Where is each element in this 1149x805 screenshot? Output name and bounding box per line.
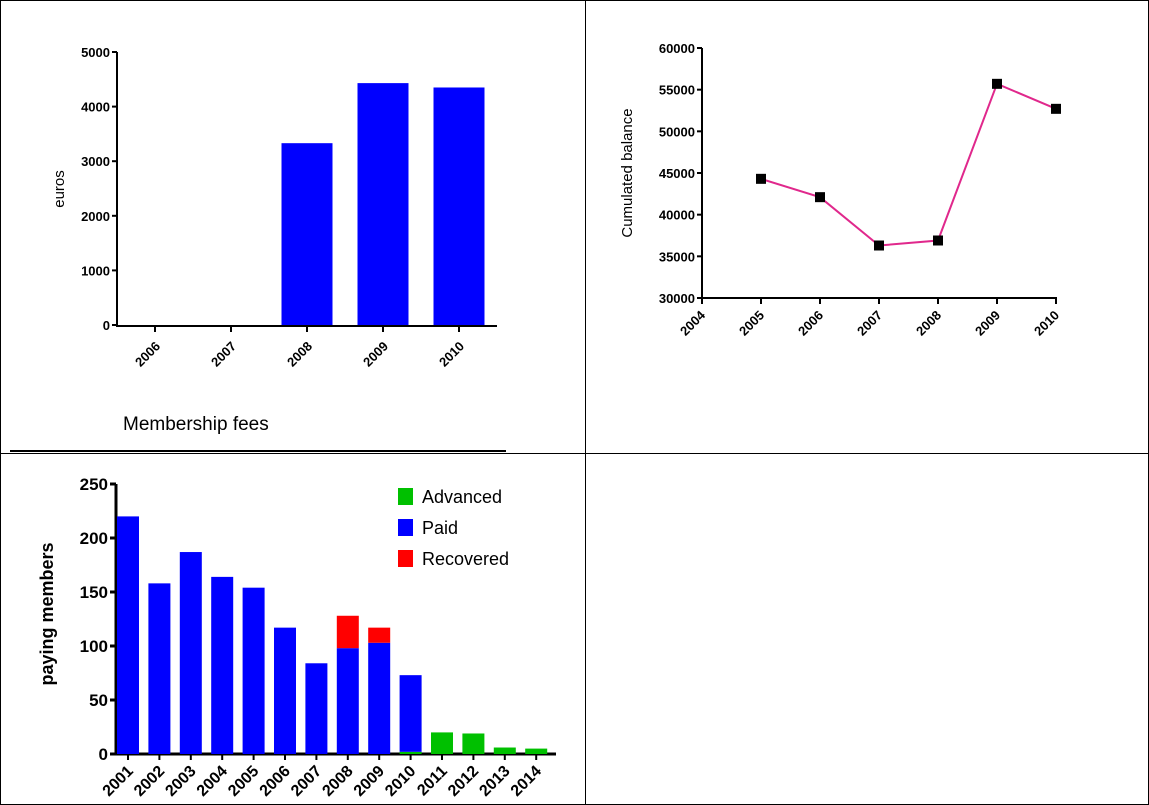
legend-label-advanced: Advanced bbox=[422, 487, 502, 507]
y-tick-label: 1000 bbox=[81, 263, 110, 278]
x-tick-label: 2008 bbox=[913, 308, 944, 339]
bar-segment-paid bbox=[274, 627, 296, 754]
y-axis-title: euros bbox=[51, 170, 68, 208]
x-tick-label: 2009 bbox=[351, 763, 388, 800]
x-tick-label: 2009 bbox=[360, 339, 391, 370]
bar-segment-advanced bbox=[493, 747, 516, 754]
data-point-marker bbox=[1051, 103, 1061, 114]
x-tick-label: 2003 bbox=[162, 763, 199, 800]
data-point-marker bbox=[992, 78, 1002, 89]
cumulated-balance-line-chart: 30000 35000 40000 45000 50000 55000 60000 2004 2… bbox=[619, 41, 1062, 339]
y-tick-label: 100 bbox=[80, 637, 108, 656]
x-tick-label: 2006 bbox=[257, 763, 294, 800]
x-tick-label: 2010 bbox=[382, 763, 419, 800]
x-tick-label: 2007 bbox=[288, 763, 325, 800]
x-tick-label: 2011 bbox=[414, 763, 451, 800]
y-axis-title: Cumulated balance bbox=[619, 108, 636, 237]
data-point-marker bbox=[756, 173, 766, 184]
x-tick-label: 2006 bbox=[795, 308, 826, 339]
x-tick-label: 2012 bbox=[445, 763, 482, 800]
bar-segment-advanced bbox=[525, 748, 548, 754]
bar-segment-recovered bbox=[336, 615, 359, 649]
legend-swatch-paid bbox=[398, 519, 413, 536]
x-tick-label: 2013 bbox=[476, 763, 513, 800]
bar-segment-paid bbox=[399, 675, 422, 752]
bar-segment-paid bbox=[336, 648, 359, 754]
legend-swatch-advanced bbox=[398, 488, 413, 505]
membership-fees-caption: Membership fees bbox=[123, 414, 269, 435]
x-tick-label: 2007 bbox=[208, 339, 239, 370]
bar-segment-advanced bbox=[431, 732, 453, 754]
bar-segment-advanced bbox=[462, 733, 485, 754]
paying-members-stacked-bar-chart: 0501001502002502001200220032004200520062… bbox=[37, 475, 556, 800]
x-tick-label: 2001 bbox=[100, 763, 137, 800]
y-tick-label: 3000 bbox=[81, 154, 110, 169]
x-tick-label: 2014 bbox=[508, 763, 545, 800]
bar-segment-recovered bbox=[368, 627, 391, 643]
bar-segment-paid bbox=[242, 587, 265, 754]
y-tick-label: 30000 bbox=[659, 291, 695, 306]
x-tick-label: 2008 bbox=[284, 339, 315, 370]
data-point-marker bbox=[874, 240, 884, 251]
x-tick-label: 2004 bbox=[194, 763, 231, 800]
y-tick-label: 150 bbox=[80, 583, 108, 602]
bar bbox=[357, 83, 409, 325]
x-tick-label: 2005 bbox=[736, 308, 767, 339]
x-tick-label: 2007 bbox=[854, 308, 885, 339]
y-tick-label: 250 bbox=[80, 475, 108, 494]
bar bbox=[281, 143, 333, 325]
y-tick-label: 4000 bbox=[81, 100, 110, 115]
y-tick-label: 50 bbox=[89, 691, 108, 710]
x-tick-label: 2002 bbox=[131, 763, 168, 800]
bar-segment-paid bbox=[148, 583, 171, 754]
membership-fees-bar-chart: 0 1000 2000 3000 4000 5000 2006 2007 2008 2009 201… bbox=[51, 45, 497, 370]
bar-segment-paid bbox=[368, 642, 391, 754]
x-tick-label: 2008 bbox=[319, 763, 356, 800]
x-tick-label: 2010 bbox=[1031, 308, 1062, 339]
y-tick-label: 35000 bbox=[659, 249, 695, 264]
bar-segment-advanced bbox=[399, 751, 422, 754]
x-tick-label: 2005 bbox=[225, 763, 262, 800]
y-tick-label: 45000 bbox=[659, 166, 695, 181]
bar-segment-paid bbox=[179, 552, 202, 754]
bar-segment-paid bbox=[117, 516, 139, 754]
x-tick-label: 2010 bbox=[436, 339, 467, 370]
y-tick-label: 200 bbox=[80, 529, 108, 548]
legend-swatch-recovered bbox=[398, 550, 413, 567]
y-tick-label: 40000 bbox=[659, 208, 695, 223]
y-tick-label: 60000 bbox=[659, 41, 695, 56]
x-tick-label: 2004 bbox=[677, 307, 709, 339]
y-tick-label: 50000 bbox=[659, 124, 695, 139]
legend-label-recovered: Recovered bbox=[422, 549, 509, 569]
y-tick-label: 55000 bbox=[659, 83, 695, 98]
data-point-marker bbox=[933, 235, 943, 246]
series-line bbox=[760, 82, 1057, 247]
x-tick-label: 2009 bbox=[972, 308, 1003, 339]
y-tick-label: 0 bbox=[99, 745, 108, 764]
bar-segment-paid bbox=[211, 576, 234, 754]
data-point-marker bbox=[815, 192, 825, 203]
bar-segment-paid bbox=[305, 663, 328, 754]
legend-label-paid: Paid bbox=[422, 518, 458, 538]
y-tick-label: 5000 bbox=[81, 45, 110, 60]
bar bbox=[433, 87, 485, 326]
y-tick-label: 0 bbox=[103, 318, 110, 333]
y-axis-title: paying members bbox=[37, 542, 57, 685]
y-tick-label: 2000 bbox=[81, 209, 110, 224]
x-tick-label: 2006 bbox=[132, 339, 163, 370]
